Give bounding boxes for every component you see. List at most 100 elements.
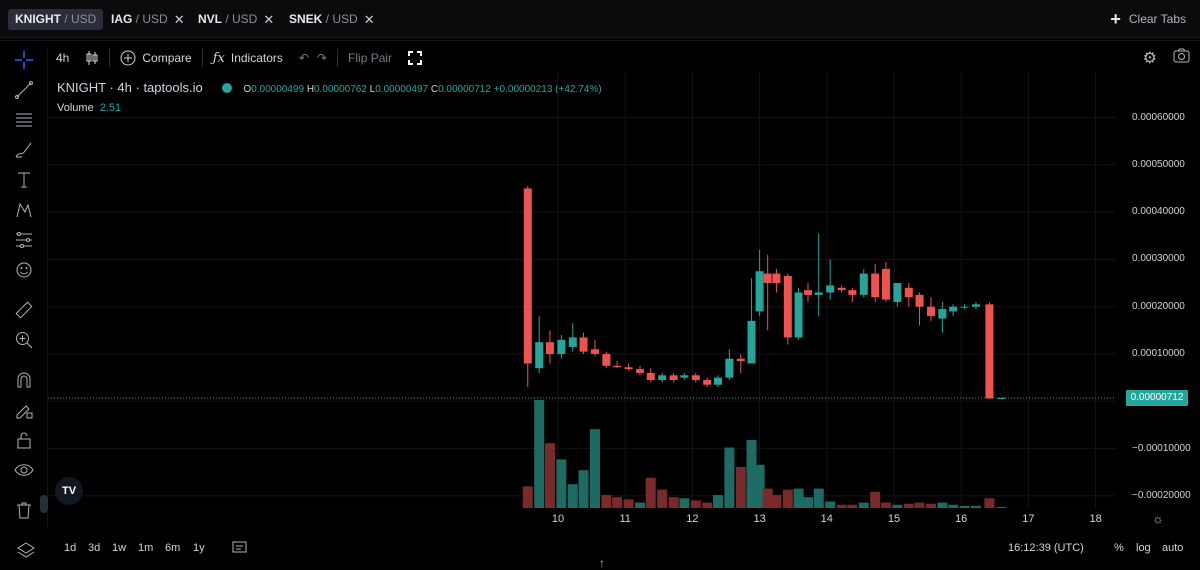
close-icon[interactable]: ✕ [263, 12, 275, 27]
redo-button[interactable]: ↷ [317, 44, 335, 72]
percent-toggle[interactable]: % [1114, 542, 1124, 554]
crosshair-icon[interactable] [12, 50, 36, 74]
volume-bar [522, 486, 533, 508]
volume-bar [996, 506, 1007, 508]
tab-snek-usd[interactable]: SNEK / USD ✕ [282, 9, 382, 30]
candle-body [763, 273, 772, 284]
volume-bar [657, 489, 668, 508]
candle-body [926, 306, 935, 317]
forecast-icon[interactable] [12, 230, 36, 254]
pattern-icon[interactable] [12, 200, 36, 224]
volume-bar [612, 497, 623, 508]
gear-icon[interactable]: ⚙ [1142, 50, 1157, 67]
tab-nvl-usd[interactable]: NVL / USD ✕ [191, 9, 281, 30]
price-chart[interactable] [48, 72, 1120, 508]
candle-body [915, 294, 924, 307]
camera-icon[interactable] [1173, 48, 1190, 68]
volume-bar [858, 502, 869, 508]
candle-body [985, 304, 994, 399]
flip-pair-button[interactable]: Flip Pair [348, 51, 393, 65]
chart-legend: KNIGHT · 4h · taptools.io O0.00000499 H0… [57, 80, 602, 95]
layers-icon[interactable] [14, 540, 38, 564]
candle-body [859, 273, 868, 295]
volume-bar [771, 495, 782, 508]
range-1m[interactable]: 1m [138, 542, 154, 554]
time-axis-settings-icon[interactable]: ☼ [1152, 511, 1164, 526]
interval-button[interactable]: 4h [56, 51, 70, 65]
volume-bar [903, 503, 914, 508]
log-toggle[interactable]: log [1136, 542, 1151, 554]
candle-body [971, 304, 980, 307]
volume-bar [601, 495, 612, 508]
volume-bar [746, 439, 757, 508]
date-range-icon[interactable] [232, 540, 248, 557]
volume-bar [556, 459, 567, 508]
price-tick-label: 0.00060000 [1132, 111, 1185, 123]
close-icon[interactable]: ✕ [363, 12, 375, 27]
range-6m[interactable]: 6m [165, 542, 181, 554]
range-1y[interactable]: 1y [193, 542, 205, 554]
volume-bar [825, 501, 836, 508]
lock-icon[interactable] [12, 430, 36, 454]
candle-body [602, 354, 611, 366]
candle-body [557, 339, 566, 354]
eye-icon[interactable] [12, 460, 36, 484]
volume-bar [623, 499, 634, 508]
compare-button[interactable]: Compare [112, 44, 199, 72]
volume-bar [959, 505, 970, 508]
volume-bar [634, 502, 645, 508]
text-icon[interactable] [12, 170, 36, 194]
range-3d[interactable]: 3d [88, 542, 101, 554]
toolbar-divider [109, 49, 111, 67]
candle-body [881, 268, 890, 300]
chart-toolbar: 4h Compare ƒx Indicators ↶ ↷ Flip Pair [48, 44, 430, 72]
brush-icon[interactable] [12, 140, 36, 164]
close-icon[interactable]: ✕ [173, 12, 185, 27]
undo-button[interactable]: ↶ [291, 44, 317, 72]
range-1d[interactable]: 1d [64, 542, 77, 554]
tab-knight-usd[interactable]: KNIGHT / USD [8, 9, 104, 30]
price-tick-label: 0.00010000 [1132, 348, 1185, 359]
volume-bar [847, 504, 858, 508]
bottom-bar: 1d 3d 1w 1m 6m 1y 16:12:39 (UTC) % log a… [48, 538, 1200, 562]
time-tick-label: 15 [887, 513, 901, 525]
clear-tabs-button[interactable]: + Clear Tabs [1110, 9, 1186, 29]
lock-drawing-icon[interactable] [12, 400, 36, 424]
candle-body [814, 292, 823, 295]
candle-body [590, 349, 599, 354]
volume-bar [567, 484, 578, 508]
trend-line-icon[interactable] [12, 80, 36, 104]
volume-bar [589, 429, 600, 508]
candle-body [624, 367, 633, 370]
volume-bar [724, 447, 735, 508]
volume-bar [892, 504, 903, 508]
candle-type-button[interactable] [77, 44, 107, 72]
horizontal-lines-icon[interactable] [12, 110, 36, 134]
undo-icon: ↶ [298, 51, 309, 65]
emoji-icon[interactable] [12, 260, 36, 284]
utc-clock[interactable]: 16:12:39 (UTC) [1008, 542, 1084, 554]
volume-legend: Volume 2.51 [57, 102, 122, 114]
volume-bar [880, 502, 891, 508]
toolbar-collapse-handle[interactable] [40, 495, 48, 513]
zoom-in-icon[interactable] [12, 330, 36, 354]
indicators-button[interactable]: ƒx Indicators [212, 50, 283, 66]
auto-toggle[interactable]: auto [1162, 542, 1184, 554]
time-tick-label: 13 [753, 513, 766, 525]
volume-bar [668, 497, 679, 508]
volume-bar [754, 464, 765, 508]
tab-iag-usd[interactable]: IAG / USD ✕ [104, 9, 192, 30]
fullscreen-icon [408, 51, 423, 65]
candle-body [579, 337, 588, 352]
trash-icon[interactable] [12, 500, 36, 524]
range-1w[interactable]: 1w [112, 542, 127, 554]
time-tick-label: 14 [820, 513, 833, 525]
tradingview-logo[interactable]: TV [55, 477, 83, 505]
candle-body [646, 372, 655, 381]
fullscreen-button[interactable] [400, 44, 430, 72]
ruler-icon[interactable] [12, 300, 36, 324]
scroll-up-arrow-icon[interactable]: ↑ [599, 556, 605, 570]
candle-body [703, 380, 712, 385]
candle-body [960, 306, 969, 308]
magnet-icon[interactable] [12, 370, 36, 394]
